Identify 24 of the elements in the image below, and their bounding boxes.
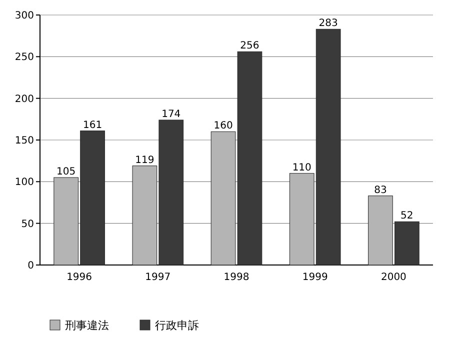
legend-label: 行政申訴 — [155, 318, 199, 332]
y-tick-label: 250 — [14, 52, 34, 64]
data-label: 160 — [214, 120, 233, 132]
data-label: 105 — [56, 166, 76, 178]
data-label: 110 — [292, 162, 312, 174]
y-tick-label: 50 — [21, 218, 34, 230]
data-label: 161 — [82, 120, 102, 131]
y-tick-label: 0 — [28, 260, 34, 272]
data-label: 174 — [162, 109, 181, 120]
x-tick-label: 1997 — [145, 272, 171, 283]
data-label: 83 — [374, 184, 387, 196]
data-label: 283 — [318, 18, 338, 30]
x-tick-label: 1998 — [224, 272, 250, 283]
y-tick-label: 300 — [14, 10, 34, 22]
data-label: 256 — [240, 40, 260, 52]
y-tick-label: 100 — [14, 177, 34, 188]
y-tick-label: 150 — [14, 136, 34, 146]
legend-label: 刑事違法 — [65, 318, 109, 332]
y-tick-label: 200 — [14, 94, 34, 105]
data-label: 52 — [400, 210, 414, 222]
x-tick-label: 2000 — [380, 272, 406, 283]
x-tick-label: 1996 — [66, 272, 92, 283]
data-label: 119 — [135, 154, 154, 166]
x-tick-label: 1999 — [302, 272, 328, 283]
